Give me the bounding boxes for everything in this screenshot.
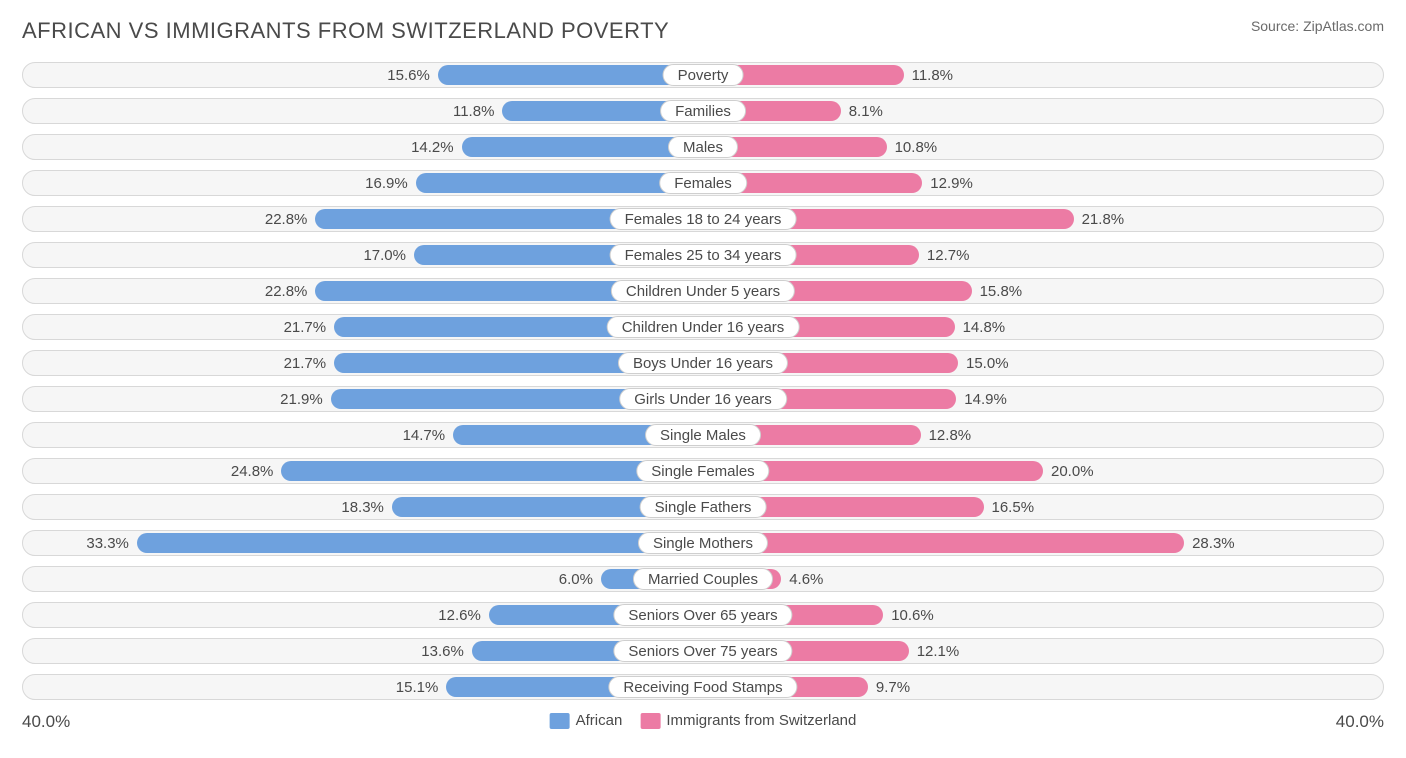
value-label-left: 14.7% — [403, 423, 453, 447]
value-label-right: 12.1% — [909, 639, 959, 663]
value-label-left: 17.0% — [364, 243, 414, 267]
chart-row: 15.1% 9.7% Receiving Food Stamps — [22, 674, 1384, 700]
value-label-right: 15.8% — [972, 279, 1022, 303]
value-label-left: 21.7% — [284, 315, 334, 339]
legend-label-right: Immigrants from Switzerland — [666, 712, 856, 729]
category-label: Single Females — [636, 460, 769, 482]
value-label-left: 21.9% — [281, 387, 331, 411]
chart-legend: African Immigrants from Switzerland — [550, 712, 857, 729]
value-label-left: 22.8% — [265, 207, 315, 231]
legend-item-left: African — [550, 712, 623, 729]
category-label: Females 25 to 34 years — [610, 244, 797, 266]
value-label-right: 12.7% — [919, 243, 969, 267]
category-label: Receiving Food Stamps — [608, 676, 797, 698]
value-label-right: 10.6% — [883, 603, 933, 627]
value-label-left: 14.2% — [412, 135, 462, 159]
value-label-left: 11.8% — [452, 99, 502, 123]
value-label-left: 33.3% — [87, 531, 137, 555]
value-label-left: 12.6% — [439, 603, 489, 627]
axis-max-left: 40.0% — [22, 712, 70, 732]
legend-item-right: Immigrants from Switzerland — [640, 712, 856, 729]
value-label-right: 14.9% — [956, 387, 1006, 411]
chart-row: 14.2% 10.8% Males — [22, 134, 1384, 160]
chart-row: 11.8% 8.1% Families — [22, 98, 1384, 124]
chart-row: 22.8% 15.8% Children Under 5 years — [22, 278, 1384, 304]
value-label-right: 15.0% — [958, 351, 1008, 375]
value-label-right: 4.6% — [781, 567, 831, 591]
bar-left — [137, 533, 703, 553]
value-label-left: 15.6% — [388, 63, 438, 87]
category-label: Boys Under 16 years — [618, 352, 788, 374]
value-label-right: 12.9% — [922, 171, 972, 195]
diverging-bar-chart: 15.6%11.8%Poverty11.8%8.1%Families14.2%1… — [22, 62, 1384, 700]
chart-title: AFRICAN VS IMMIGRANTS FROM SWITZERLAND P… — [22, 18, 669, 44]
legend-label-left: African — [576, 712, 623, 729]
value-label-right: 11.8% — [904, 63, 954, 87]
bar-left — [462, 137, 703, 157]
value-label-right: 28.3% — [1184, 531, 1234, 555]
category-label: Single Fathers — [640, 496, 767, 518]
chart-row: 15.6% 11.8% Poverty — [22, 62, 1384, 88]
chart-row: 14.7% 12.8% Single Males — [22, 422, 1384, 448]
category-label: Girls Under 16 years — [619, 388, 787, 410]
chart-row: 21.7% 14.8% Children Under 16 years — [22, 314, 1384, 340]
category-label: Families — [660, 100, 746, 122]
category-label: Married Couples — [633, 568, 773, 590]
value-label-left: 24.8% — [231, 459, 281, 483]
value-label-left: 21.7% — [284, 351, 334, 375]
chart-row: 21.9% 14.9% Girls Under 16 years — [22, 386, 1384, 412]
category-label: Males — [668, 136, 738, 158]
value-label-left: 16.9% — [366, 171, 416, 195]
legend-swatch-icon — [550, 713, 570, 729]
value-label-right: 9.7% — [868, 675, 918, 699]
value-label-left: 18.3% — [342, 495, 392, 519]
bar-right — [703, 533, 1184, 553]
category-label: Children Under 16 years — [607, 316, 800, 338]
value-label-right: 21.8% — [1074, 207, 1124, 231]
value-label-right: 8.1% — [841, 99, 891, 123]
chart-row: 16.9% 12.9% Females — [22, 170, 1384, 196]
value-label-left: 22.8% — [265, 279, 315, 303]
category-label: Single Males — [645, 424, 761, 446]
category-label: Poverty — [663, 64, 744, 86]
chart-row: 33.3% 28.3% Single Mothers — [22, 530, 1384, 556]
chart-row: 13.6% 12.1% Seniors Over 75 years — [22, 638, 1384, 664]
chart-row: 24.8% 20.0% Single Females — [22, 458, 1384, 484]
chart-header: AFRICAN VS IMMIGRANTS FROM SWITZERLAND P… — [22, 18, 1384, 44]
chart-row: 18.3% 16.5% Single Fathers — [22, 494, 1384, 520]
chart-row: 17.0% 12.7% Females 25 to 34 years — [22, 242, 1384, 268]
value-label-right: 10.8% — [887, 135, 937, 159]
chart-row: 21.7% 15.0% Boys Under 16 years — [22, 350, 1384, 376]
chart-row: 6.0% 4.6% Married Couples — [22, 566, 1384, 592]
value-label-right: 16.5% — [984, 495, 1034, 519]
chart-source: Source: ZipAtlas.com — [1251, 18, 1384, 34]
chart-row: 12.6% 10.6% Seniors Over 65 years — [22, 602, 1384, 628]
value-label-right: 20.0% — [1043, 459, 1093, 483]
category-label: Females — [659, 172, 747, 194]
chart-row: 22.8% 21.8% Females 18 to 24 years — [22, 206, 1384, 232]
chart-footer: 40.0% African Immigrants from Switzerlan… — [22, 710, 1384, 740]
category-label: Single Mothers — [638, 532, 768, 554]
value-label-left: 15.1% — [396, 675, 446, 699]
category-label: Seniors Over 65 years — [613, 604, 792, 626]
value-label-left: 6.0% — [551, 567, 601, 591]
category-label: Children Under 5 years — [611, 280, 795, 302]
value-label-right: 14.8% — [955, 315, 1005, 339]
category-label: Females 18 to 24 years — [610, 208, 797, 230]
legend-swatch-icon — [640, 713, 660, 729]
value-label-left: 13.6% — [422, 639, 472, 663]
value-label-right: 12.8% — [921, 423, 971, 447]
category-label: Seniors Over 75 years — [613, 640, 792, 662]
axis-max-right: 40.0% — [1336, 712, 1384, 732]
